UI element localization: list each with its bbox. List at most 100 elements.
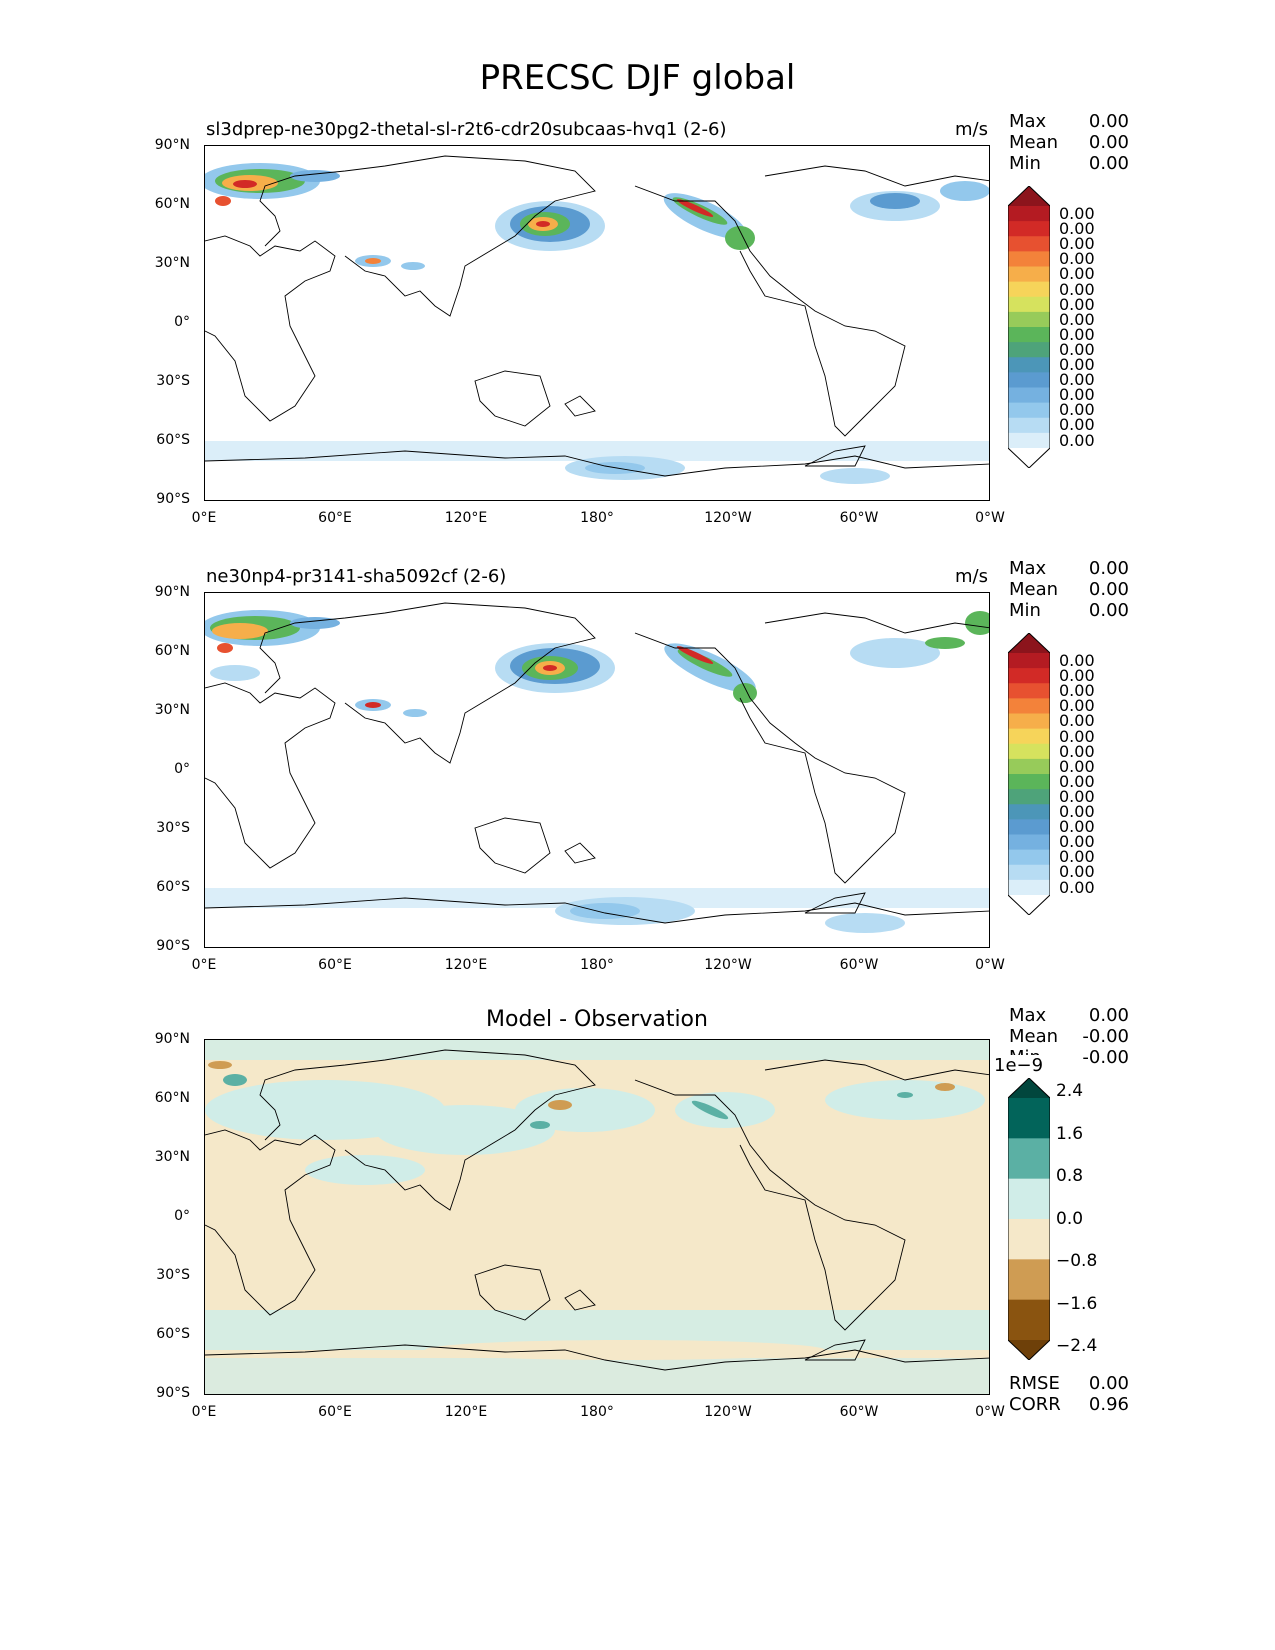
lon-tick: 0°W xyxy=(975,510,1005,526)
panel1-colorbar xyxy=(1007,185,1051,469)
stat-label: Min xyxy=(1009,153,1041,174)
panel2-coastlines xyxy=(205,602,989,924)
lon-tick: 0°W xyxy=(975,1404,1005,1420)
stat-value: 0.00 xyxy=(1088,132,1129,153)
colorbar-tick-label: 0.00 xyxy=(1059,309,1095,329)
panel3-extra-stats: RMSE CORR xyxy=(1009,1373,1061,1415)
colorbar-segment xyxy=(1008,357,1050,373)
colorbar-tick-label: 0.00 xyxy=(1059,771,1095,791)
panel3-stat-values: 0.00 -0.00 -0.00 xyxy=(1049,1005,1129,1068)
lat-tick: 30°N xyxy=(154,255,190,271)
panel3-title: Model - Observation xyxy=(486,1007,708,1032)
panel1-stats: Max Mean Min xyxy=(1009,111,1058,174)
stat-value: -0.00 xyxy=(1082,1026,1129,1047)
panel2-precip-field xyxy=(205,610,989,933)
colorbar-segment xyxy=(1008,758,1050,775)
panel1-stat-values: 0.00 0.00 0.00 xyxy=(1049,111,1129,174)
colorbar-segment xyxy=(1008,819,1050,835)
panel2-map xyxy=(204,592,990,948)
colorbar-tick-label: 0.00 xyxy=(1059,355,1095,374)
panel1-map-svg xyxy=(205,146,989,500)
panel2-title: ne30np4-pr3141-sha5092cf (2-6) xyxy=(206,566,507,587)
panel3-scale-label: 1e−9 xyxy=(994,1055,1044,1076)
lat-tick: 90°N xyxy=(154,137,190,153)
lat-tick: 90°N xyxy=(154,1031,190,1047)
colorbar-tick-label: 0.00 xyxy=(1059,741,1095,761)
colorbar-tick-label: 0.00 xyxy=(1059,681,1095,701)
colorbar-segment xyxy=(1008,743,1050,760)
colorbar-tick-label: 0.00 xyxy=(1059,847,1095,867)
stat-label: Min xyxy=(1009,600,1041,621)
colorbar-segment xyxy=(1008,683,1050,699)
colorbar-tick-label: 0.00 xyxy=(1059,204,1095,223)
colorbar-tick-label: 0.00 xyxy=(1059,294,1095,314)
panel3-extra-stat-values: 0.00 0.96 xyxy=(1049,1373,1129,1415)
colorbar-segment xyxy=(1008,402,1050,419)
colorbar-tick-label: 0.00 xyxy=(1059,279,1095,299)
stat-value: 0.00 xyxy=(1088,153,1129,174)
panel1-colorbar-svg xyxy=(1007,185,1051,469)
colorbar-segment xyxy=(1008,653,1050,669)
colorbar-tick-label: 0.00 xyxy=(1059,264,1095,284)
corr-label: CORR xyxy=(1009,1394,1061,1415)
colorbar-segment xyxy=(1008,1138,1050,1180)
colorbar-segment xyxy=(1008,789,1050,805)
colorbar-tick-label: 0.00 xyxy=(1059,339,1095,359)
stat-value: 0.00 xyxy=(1088,558,1129,579)
colorbar-tick-label: −1.6 xyxy=(1056,1293,1098,1314)
colorbar-tick-label: −2.4 xyxy=(1056,1336,1098,1356)
colorbar-segment xyxy=(1008,417,1050,434)
colorbar-tick-label: 0.00 xyxy=(1059,430,1095,450)
lat-tick: 60°S xyxy=(156,432,190,448)
colorbar-tick-label: 0.00 xyxy=(1059,234,1095,254)
colorbar-tick-label: 0.00 xyxy=(1059,415,1095,435)
figure-title: PRECSC DJF global xyxy=(479,58,796,98)
colorbar-tick-label: 0.00 xyxy=(1059,817,1095,837)
stat-value: 0.00 xyxy=(1088,600,1129,621)
lat-tick: 0° xyxy=(174,761,190,777)
colorbar-segment xyxy=(1008,698,1050,714)
panel3-map-svg xyxy=(205,1040,989,1394)
colorbar-top-extend xyxy=(1008,186,1050,206)
colorbar-segment xyxy=(1008,804,1050,820)
lat-tick: 60°S xyxy=(156,1326,190,1342)
stat-label: Max xyxy=(1009,558,1047,579)
colorbar-segment xyxy=(1008,1178,1050,1220)
colorbar-top-extend xyxy=(1008,1078,1050,1098)
colorbar-top-extend xyxy=(1008,633,1050,653)
lon-tick: 60°E xyxy=(318,1404,352,1420)
lon-tick: 180° xyxy=(580,1404,614,1420)
stat-label: Mean xyxy=(1009,132,1059,153)
colorbar-segment xyxy=(1008,266,1050,283)
colorbar-segment xyxy=(1008,387,1050,404)
colorbar-segment xyxy=(1008,206,1050,222)
panel2-units: m/s xyxy=(955,566,988,587)
panel3-colorbar xyxy=(1007,1077,1051,1361)
colorbar-tick-label: 0.00 xyxy=(1059,786,1095,806)
panel1-title: sl3dprep-ne30pg2-thetal-sl-r2t6-cdr20sub… xyxy=(206,119,727,140)
lat-tick: 90°S xyxy=(156,491,190,507)
lon-tick: 60°E xyxy=(318,510,352,526)
colorbar-segment xyxy=(1008,1259,1050,1301)
panel3-colorbar-svg xyxy=(1007,1077,1051,1361)
colorbar-tick-label: 0.00 xyxy=(1059,756,1095,776)
colorbar-segment xyxy=(1008,296,1050,313)
colorbar-tick-label: 0.00 xyxy=(1059,385,1095,405)
lon-tick: 60°E xyxy=(318,957,352,973)
lon-tick: 120°W xyxy=(704,510,752,526)
lon-tick: 120°E xyxy=(444,1404,488,1420)
colorbar-tick-label: 0.00 xyxy=(1059,726,1095,746)
stat-label: Max xyxy=(1009,111,1047,132)
colorbar-segment xyxy=(1008,311,1050,328)
colorbar-segment xyxy=(1008,221,1050,237)
colorbar-tick-label: 2.4 xyxy=(1056,1081,1084,1101)
lat-tick: 30°S xyxy=(156,1267,190,1283)
lat-tick: 90°N xyxy=(154,584,190,600)
colorbar-segment xyxy=(1008,849,1050,866)
rmse-value: 0.00 xyxy=(1088,1373,1129,1394)
panel3-map xyxy=(204,1039,990,1395)
lat-tick: 30°N xyxy=(154,702,190,718)
colorbar-bottom-extend xyxy=(1008,448,1050,468)
colorbar-tick-label: 0.00 xyxy=(1059,219,1095,239)
panel2-stats: Max Mean Min xyxy=(1009,558,1058,621)
